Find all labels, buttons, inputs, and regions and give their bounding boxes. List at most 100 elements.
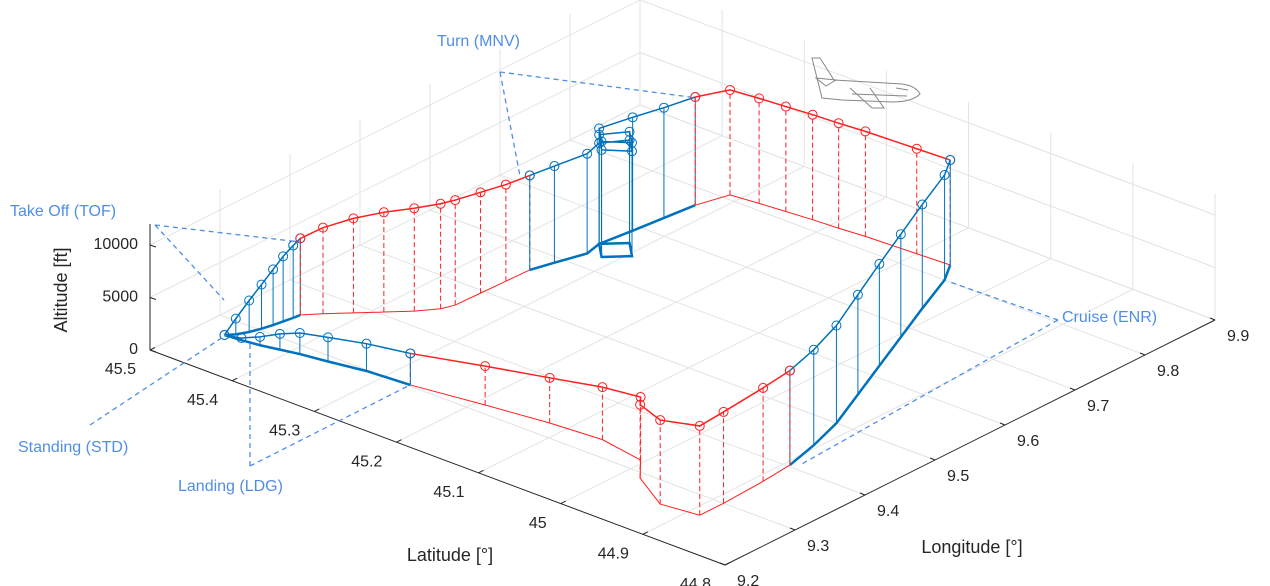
point-marker xyxy=(500,179,511,190)
grid-line xyxy=(359,244,936,461)
grid-line xyxy=(314,165,805,412)
point-marker xyxy=(754,93,765,104)
ground-track xyxy=(224,313,301,337)
x-tick-label: 9.6 xyxy=(1017,433,1039,450)
y-tick-label: 45.3 xyxy=(269,423,300,440)
ground-track xyxy=(410,384,791,516)
y-tick-label: 44.8 xyxy=(680,576,711,586)
point-marker xyxy=(244,295,255,306)
point-marker xyxy=(524,170,535,181)
annotation-leader xyxy=(154,224,225,301)
tick-mark xyxy=(231,377,238,382)
point-marker xyxy=(549,161,560,172)
grid-line xyxy=(289,279,866,496)
annotation-leader xyxy=(799,319,1059,466)
ground-track xyxy=(300,269,530,316)
tick-mark xyxy=(642,531,649,535)
tick-mark xyxy=(149,349,157,353)
point-marker xyxy=(658,102,669,113)
y-tick-label: 45.2 xyxy=(351,453,382,470)
point-marker xyxy=(624,126,635,137)
ground-track xyxy=(529,204,696,272)
point-marker xyxy=(435,198,446,209)
tick-mark xyxy=(1069,387,1076,391)
y-tick-label: 44.9 xyxy=(598,546,629,563)
grid-line xyxy=(149,104,641,351)
tick-mark xyxy=(149,244,157,248)
tick-mark xyxy=(1209,317,1216,321)
flight-path xyxy=(410,352,791,427)
point-marker xyxy=(939,170,950,181)
tick-mark xyxy=(149,297,157,300)
flight-path xyxy=(695,89,951,161)
x-tick-label: 9.9 xyxy=(1227,328,1249,345)
point-marker xyxy=(475,187,486,198)
annotation-leader xyxy=(949,281,1059,321)
tick-mark xyxy=(999,422,1006,426)
annotation-leader xyxy=(154,224,301,243)
point-marker xyxy=(480,361,491,372)
tick-mark xyxy=(478,469,484,474)
tick-mark xyxy=(789,527,796,531)
tick-mark xyxy=(719,562,726,566)
x-tick-label: 9.2 xyxy=(737,573,759,586)
grid-line xyxy=(639,104,1216,321)
tick-mark xyxy=(859,492,866,496)
point-marker xyxy=(807,109,818,120)
point-marker xyxy=(268,264,279,275)
x-tick-label: 9.3 xyxy=(807,538,829,555)
point-marker xyxy=(450,195,461,206)
point-marker xyxy=(596,144,607,155)
annotation: Cruise (ENR) xyxy=(1062,309,1157,326)
point-marker xyxy=(725,84,736,95)
y-tick-label: 45.5 xyxy=(105,361,136,378)
grid-line xyxy=(478,227,969,474)
point-marker xyxy=(409,203,420,214)
point-marker xyxy=(318,222,328,233)
point-marker xyxy=(378,207,389,218)
point-marker xyxy=(544,372,555,383)
flight-path xyxy=(224,332,411,355)
point-marker xyxy=(655,415,666,426)
point-marker xyxy=(627,112,638,123)
tick-mark xyxy=(396,439,402,443)
x-tick-label: 9.8 xyxy=(1157,363,1179,380)
point-marker xyxy=(917,199,928,210)
point-marker xyxy=(718,406,729,417)
tick-mark xyxy=(1139,352,1146,356)
point-marker xyxy=(255,331,265,342)
grid-line xyxy=(499,174,1076,391)
point-marker xyxy=(278,251,289,262)
point-marker xyxy=(694,420,705,431)
annotation: Landing (LDG) xyxy=(178,478,283,495)
ground-track xyxy=(789,264,952,467)
y-tick-label: 45 xyxy=(529,515,547,532)
point-marker xyxy=(348,213,359,224)
point-marker xyxy=(236,333,247,344)
flight-path xyxy=(299,174,531,240)
point-marker xyxy=(594,123,605,134)
flight-path xyxy=(223,237,301,336)
point-marker xyxy=(624,135,635,146)
grid-line xyxy=(560,258,1051,505)
y-axis-title: Latitude [°] xyxy=(407,545,493,565)
grid-line xyxy=(639,52,1216,268)
y-tick-label: 45.4 xyxy=(187,392,218,409)
point-marker xyxy=(626,137,637,148)
grid-layer xyxy=(149,0,1216,566)
annotation: Standing (STD) xyxy=(18,439,128,456)
point-marker xyxy=(758,382,769,393)
point-marker xyxy=(690,92,701,103)
grid-line xyxy=(219,314,796,531)
point-marker xyxy=(831,320,842,331)
annotation-leader xyxy=(89,334,227,426)
point-marker xyxy=(808,344,819,355)
point-marker xyxy=(230,313,241,324)
x-tick-label: 9.4 xyxy=(877,503,899,520)
point-marker xyxy=(780,101,791,112)
point-marker xyxy=(323,332,333,343)
x-axis-title: Longitude [°] xyxy=(921,537,1022,557)
point-marker xyxy=(945,155,956,166)
point-marker xyxy=(860,126,871,137)
